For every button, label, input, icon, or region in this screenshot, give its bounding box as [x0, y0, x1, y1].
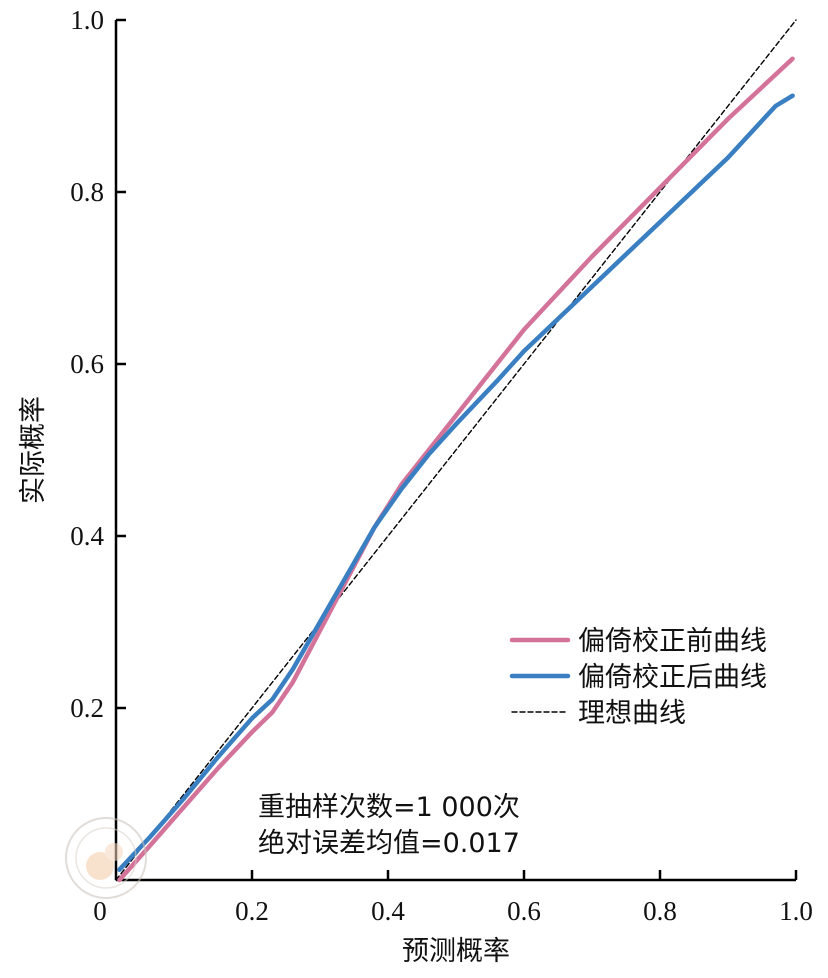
- y-tick-label: 0.6: [70, 349, 104, 379]
- x-axis-ticks: 0 0.2 0.4 0.6 0.8 1.0: [93, 870, 813, 926]
- x-tick-label: 0: [93, 896, 107, 926]
- x-tick-label: 0.6: [507, 896, 541, 926]
- y-tick-label: 0.2: [70, 693, 104, 723]
- y-tick-label: 0.8: [70, 177, 104, 207]
- legend-label-1: 偏倚校正后曲线: [578, 662, 767, 693]
- x-tick-label: 0.4: [371, 896, 405, 926]
- series-line-1: [117, 93, 795, 872]
- series-layer: [115, 19, 797, 883]
- y-tick-label: 1.0: [70, 5, 104, 35]
- legend-label-2: 理想曲线: [578, 698, 686, 729]
- x-tick-label: 0.2: [235, 896, 269, 926]
- series-line-2: [115, 19, 797, 881]
- journal-seal: [65, 817, 147, 899]
- annotation-resample-count: 重抽样次数=1 000次: [258, 792, 520, 823]
- y-axis-ticks: 0.2 0.4 0.6 0.8 1.0: [70, 5, 126, 723]
- y-axis-title: 实际概率: [18, 396, 49, 504]
- x-axis-title: 预测概率: [402, 936, 510, 967]
- x-tick-label: 1.0: [779, 896, 813, 926]
- annotation-mean-abs-error: 绝对误差均值=0.017: [258, 828, 520, 859]
- legend-label-0: 偏倚校正前曲线: [578, 626, 767, 657]
- x-tick-label: 0.8: [643, 896, 677, 926]
- y-tick-label: 0.4: [70, 521, 104, 551]
